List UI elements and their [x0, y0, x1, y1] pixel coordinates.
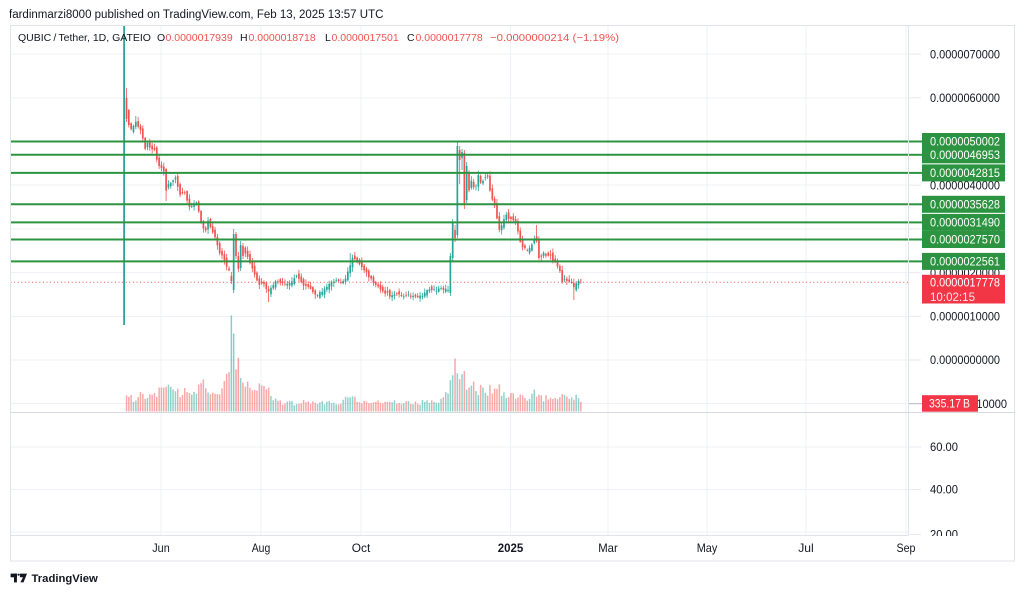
- svg-text:Oct: Oct: [352, 541, 371, 555]
- svg-text:0.0000027570: 0.0000027570: [930, 233, 1000, 247]
- svg-text:0.0000018718: 0.0000018718: [249, 32, 316, 44]
- svg-text:QUBIC / Tether, 1D, GATEIO: QUBIC / Tether, 1D, GATEIO: [18, 32, 151, 44]
- svg-text:0.0000017778: 0.0000017778: [930, 276, 1000, 290]
- svg-text:L: L: [325, 32, 331, 44]
- svg-text:0.0000042815: 0.0000042815: [930, 166, 1000, 180]
- svg-text:C: C: [407, 32, 415, 44]
- svg-text:0.0000000000: 0.0000000000: [930, 353, 1000, 367]
- svg-text:0.0000017501: 0.0000017501: [332, 32, 399, 44]
- svg-text:0.0000017778: 0.0000017778: [416, 32, 483, 44]
- svg-text:60.00: 60.00: [930, 440, 958, 454]
- svg-text:Jun: Jun: [152, 541, 170, 555]
- svg-text:0.0000050002: 0.0000050002: [930, 135, 1000, 149]
- svg-text:H: H: [240, 32, 248, 44]
- svg-text:Jul: Jul: [798, 541, 814, 555]
- svg-text:May: May: [697, 541, 718, 555]
- svg-text:0.0000010000: 0.0000010000: [930, 310, 1000, 324]
- svg-text:2025: 2025: [498, 541, 524, 555]
- svg-text:TradingView: TradingView: [32, 573, 99, 585]
- svg-text:0.0000017939: 0.0000017939: [166, 32, 233, 44]
- svg-text:Sep: Sep: [897, 541, 916, 555]
- svg-text:−0.0000000214 (−1.19%): −0.0000000214 (−1.19%): [490, 32, 619, 44]
- svg-text:0.0000022561: 0.0000022561: [930, 255, 1000, 269]
- svg-text:O: O: [157, 32, 165, 44]
- svg-text:0.0000035628: 0.0000035628: [930, 198, 1000, 212]
- svg-text:0.0000070000: 0.0000070000: [930, 47, 1000, 61]
- svg-text:Aug: Aug: [252, 541, 271, 555]
- svg-text:335.17 B: 335.17 B: [929, 397, 970, 411]
- svg-text:0.0000040000: 0.0000040000: [930, 178, 1000, 192]
- svg-text:0.0000046953: 0.0000046953: [930, 148, 1000, 162]
- svg-text:Mar: Mar: [598, 541, 618, 555]
- svg-text:40.00: 40.00: [930, 483, 958, 497]
- svg-text:10:02:15: 10:02:15: [930, 290, 975, 304]
- svg-text:fardinmarzi8000 published on T: fardinmarzi8000 published on TradingView…: [9, 9, 383, 21]
- svg-text:0.0000031490: 0.0000031490: [930, 216, 1000, 230]
- svg-text:0.0000060000: 0.0000060000: [930, 91, 1000, 105]
